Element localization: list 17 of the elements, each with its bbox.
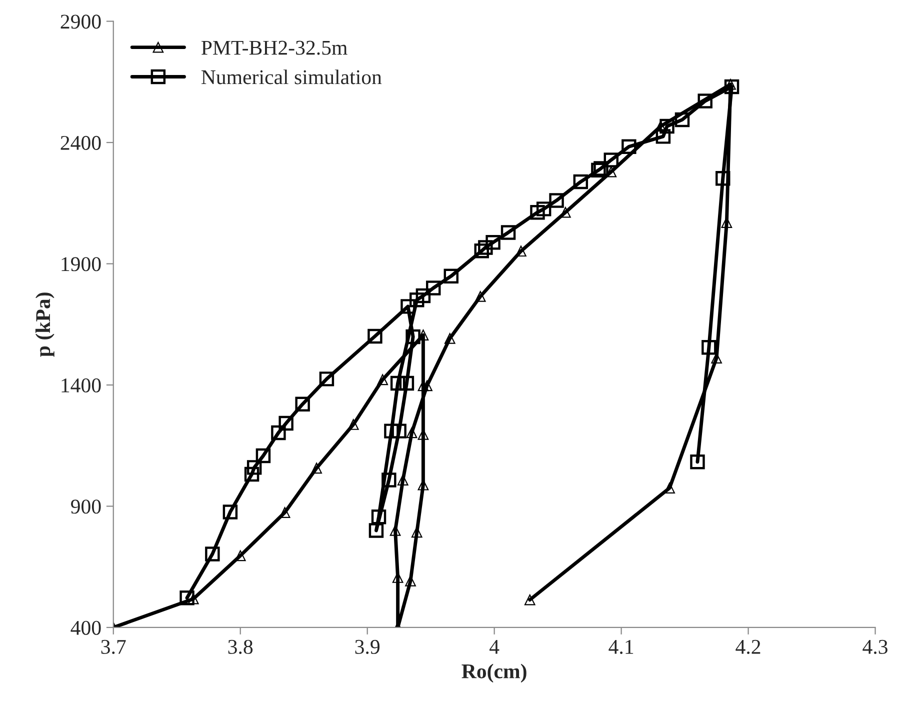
y-tick-label: 2900 bbox=[60, 14, 101, 29]
legend-label: Numerical simulation bbox=[201, 70, 382, 84]
x-tick-label: 3.7 bbox=[101, 640, 126, 654]
x-tick-label: 4.1 bbox=[608, 640, 634, 654]
y-tick-label: 2400 bbox=[60, 136, 101, 150]
x-tick-label: 4 bbox=[490, 640, 500, 654]
x-tick-label: 4.3 bbox=[862, 640, 888, 654]
y-axis-title: p (kPa) bbox=[35, 292, 54, 357]
x-tick-label: 4.2 bbox=[736, 640, 760, 654]
legend-label: PMT-BH2-32.5m bbox=[201, 40, 348, 55]
y-tick-label: 1900 bbox=[62, 257, 101, 272]
y-tick-label: 900 bbox=[70, 500, 101, 514]
y-tick-label: 1400 bbox=[62, 378, 101, 392]
x-tick-label: 3.8 bbox=[228, 640, 253, 654]
x-tick-label: 3.9 bbox=[355, 640, 380, 654]
x-axis-title: Ro(cm) bbox=[462, 664, 526, 683]
y-tick-label: 400 bbox=[70, 620, 101, 635]
